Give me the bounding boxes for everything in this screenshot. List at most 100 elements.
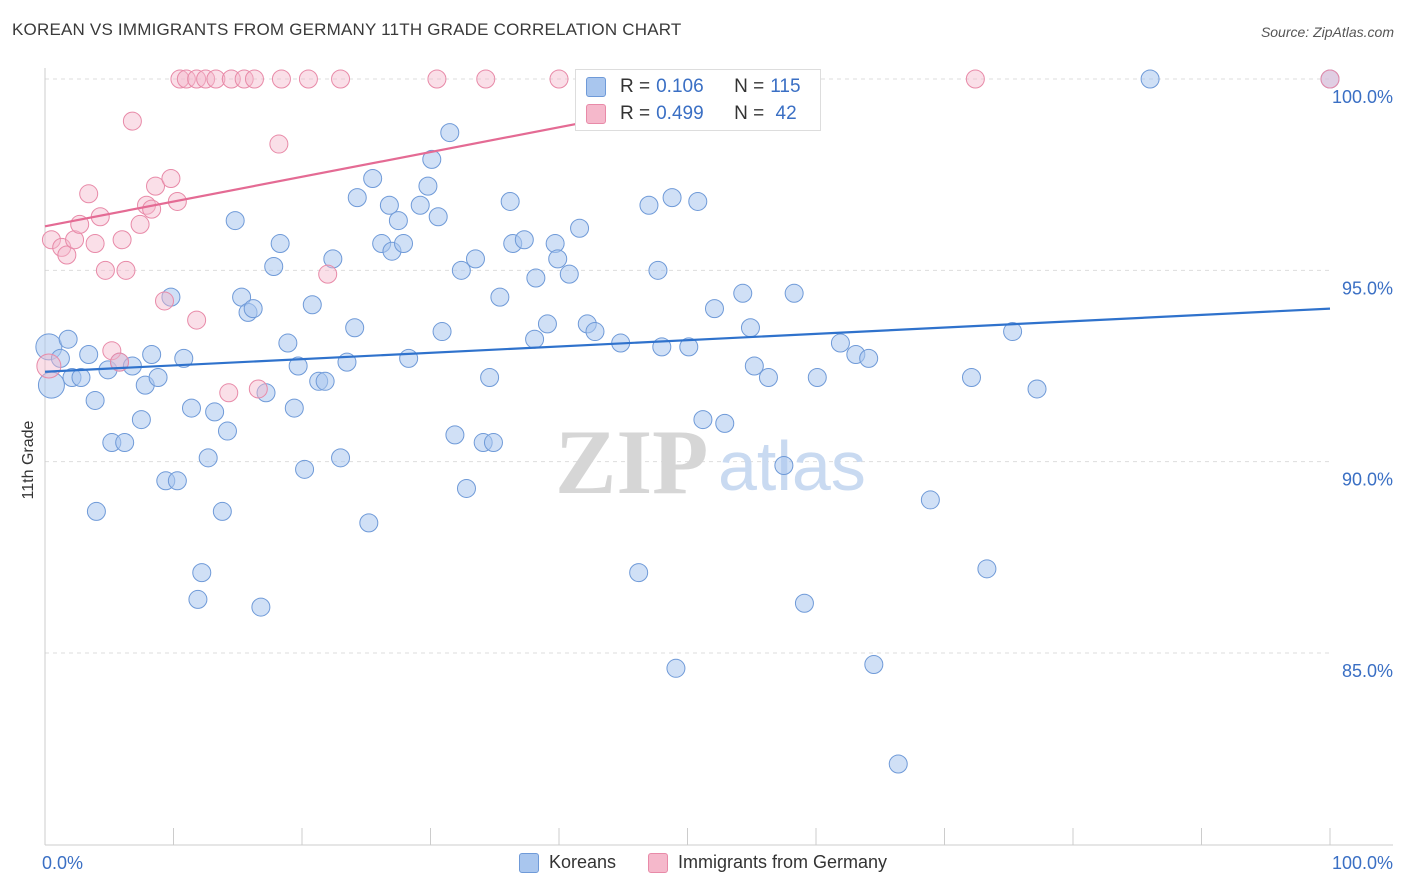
- data-point-germany: [244, 69, 264, 89]
- data-point-korean: [490, 287, 510, 307]
- data-point-korean: [445, 425, 465, 445]
- data-point-korean: [465, 249, 485, 269]
- stats-row-koreans: R = 0.106 N = 115: [586, 74, 801, 100]
- r-value: 0.106: [656, 76, 704, 97]
- data-point-germany: [142, 199, 162, 219]
- data-point-korean: [264, 257, 284, 277]
- legend-item-germany[interactable]: Immigrants from Germany: [648, 852, 887, 873]
- data-point-korean: [428, 207, 448, 227]
- data-point-korean: [456, 478, 476, 498]
- source-label: Source: ZipAtlas.com: [1260, 24, 1394, 40]
- data-point-korean: [526, 268, 546, 288]
- data-point-korean: [784, 283, 804, 303]
- data-point-korean: [688, 191, 708, 211]
- data-point-korean: [704, 299, 724, 319]
- data-point-germany: [95, 260, 115, 280]
- y-tick-label: 100.0%: [1332, 87, 1393, 107]
- data-point-korean: [662, 188, 682, 208]
- data-point-korean: [961, 367, 981, 387]
- y-tick-label: 95.0%: [1342, 278, 1393, 298]
- data-point-korean: [142, 345, 162, 365]
- data-point-korean: [148, 367, 168, 387]
- data-point-korean: [859, 348, 879, 368]
- data-point-korean: [302, 295, 322, 315]
- data-point-korean: [58, 329, 78, 349]
- data-point-korean: [483, 433, 503, 453]
- data-point-korean: [693, 410, 713, 430]
- data-point-korean: [212, 501, 232, 521]
- data-point-korean: [284, 398, 304, 418]
- chart-title: KOREAN VS IMMIGRANTS FROM GERMANY 11TH G…: [12, 20, 682, 39]
- r-value: 0.499: [656, 103, 704, 124]
- series-germany: [36, 69, 1340, 403]
- data-point-korean: [794, 593, 814, 613]
- axes: [44, 68, 1393, 846]
- data-point-germany: [234, 69, 254, 89]
- data-point-korean: [585, 322, 605, 342]
- data-point-korean: [639, 195, 659, 215]
- data-point-germany: [427, 69, 447, 89]
- data-point-korean: [86, 501, 106, 521]
- data-point-korean: [1140, 69, 1160, 89]
- data-point-korean: [363, 168, 383, 188]
- data-point-korean: [347, 188, 367, 208]
- data-point-korean: [345, 318, 365, 338]
- germany-swatch-icon: [586, 104, 606, 124]
- data-point-korean: [888, 754, 908, 774]
- data-point-germany: [122, 111, 142, 131]
- data-point-korean: [1003, 322, 1023, 342]
- data-point-germany: [79, 184, 99, 204]
- data-point-germany: [41, 230, 61, 250]
- data-point-korean: [181, 398, 201, 418]
- data-point-germany: [206, 69, 226, 89]
- data-point-germany: [36, 353, 62, 379]
- koreans-swatch-icon: [586, 77, 606, 97]
- data-point-korean: [399, 348, 419, 368]
- data-point-germany: [271, 69, 291, 89]
- series-koreans: [35, 69, 1340, 774]
- data-point-germany: [110, 352, 130, 372]
- watermark: ZIP atlas: [555, 411, 866, 513]
- data-point-germany: [187, 310, 207, 330]
- data-point-korean: [410, 195, 430, 215]
- data-point-korean: [570, 218, 590, 238]
- data-point-korean: [278, 333, 298, 353]
- data-point-korean: [217, 421, 237, 441]
- data-point-korean: [315, 371, 335, 391]
- data-point-korean: [514, 230, 534, 250]
- data-point-korean: [648, 260, 668, 280]
- data-point-korean: [559, 264, 579, 284]
- data-point-korean: [115, 433, 135, 453]
- data-point-korean: [131, 410, 151, 430]
- data-point-germany: [102, 341, 122, 361]
- data-point-korean: [288, 356, 308, 376]
- data-point-korean: [188, 589, 208, 609]
- data-point-korean: [432, 322, 452, 342]
- legend: Koreans Immigrants from Germany: [0, 852, 1406, 873]
- r-label: R =: [620, 103, 651, 124]
- data-point-korean: [774, 455, 794, 475]
- watermark-zip: ZIP: [555, 411, 708, 513]
- data-point-korean: [198, 448, 218, 468]
- data-point-korean: [388, 211, 408, 231]
- data-point-germany: [965, 69, 985, 89]
- legend-item-koreans[interactable]: Koreans: [518, 852, 616, 873]
- data-point-korean: [174, 348, 194, 368]
- data-point-germany: [298, 69, 318, 89]
- data-point-germany: [219, 383, 239, 403]
- data-point-korean: [167, 471, 187, 491]
- data-point-germany: [269, 134, 289, 154]
- data-point-korean: [807, 367, 827, 387]
- data-point-korean: [379, 195, 399, 215]
- data-point-korean: [440, 123, 460, 143]
- data-point-germany: [248, 379, 268, 399]
- data-point-korean: [192, 563, 212, 583]
- data-point-germany: [196, 69, 216, 89]
- data-point-korean: [758, 367, 778, 387]
- data-point-germany: [170, 69, 190, 89]
- data-point-germany: [146, 176, 166, 196]
- data-point-korean: [205, 402, 225, 422]
- data-point-germany: [155, 291, 175, 311]
- legend-label-koreans: Koreans: [548, 852, 616, 872]
